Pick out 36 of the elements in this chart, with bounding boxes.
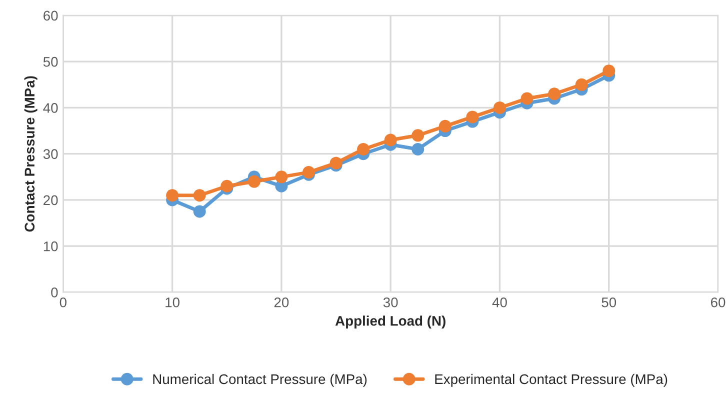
point (493, 101, 506, 114)
y-tick-label: 60 (44, 10, 58, 21)
x-tick-label: 40 (492, 297, 507, 308)
y-tick-label: 20 (44, 195, 58, 206)
point (275, 170, 288, 184)
legend-label: Numerical Contact Pressure (MPa) (153, 374, 367, 387)
point (357, 142, 370, 156)
point (166, 189, 179, 202)
y-tick-label: 30 (43, 149, 58, 160)
x-tick-label: 10 (166, 297, 180, 308)
x-axis-title: Applied Load (N) (335, 316, 446, 329)
y-tick-label: 10 (44, 241, 58, 252)
x-tick-label: 50 (602, 297, 616, 308)
x-tick-label: 30 (383, 297, 398, 308)
point (248, 175, 260, 188)
point (193, 205, 206, 218)
point (412, 142, 424, 156)
x-tick-label: 60 (710, 297, 726, 308)
point (602, 64, 616, 78)
legend-label: Experimental Contact Pressure (MPa) (435, 374, 668, 387)
x-tick-label: 0 (60, 297, 66, 308)
point (412, 129, 424, 142)
point (548, 88, 561, 100)
x-tick-label: 20 (274, 297, 289, 308)
point (520, 92, 534, 105)
point (466, 110, 479, 124)
point (575, 78, 588, 91)
point (330, 156, 342, 170)
point (384, 134, 397, 146)
point (220, 180, 234, 192)
y-tick-label: 0 (51, 288, 58, 298)
y-tick-label: 50 (43, 56, 58, 67)
point (193, 189, 206, 202)
y-axis-title: Contact Pressure (MPa) (24, 76, 38, 232)
y-tick-label: 40 (43, 103, 58, 113)
point (438, 120, 452, 132)
